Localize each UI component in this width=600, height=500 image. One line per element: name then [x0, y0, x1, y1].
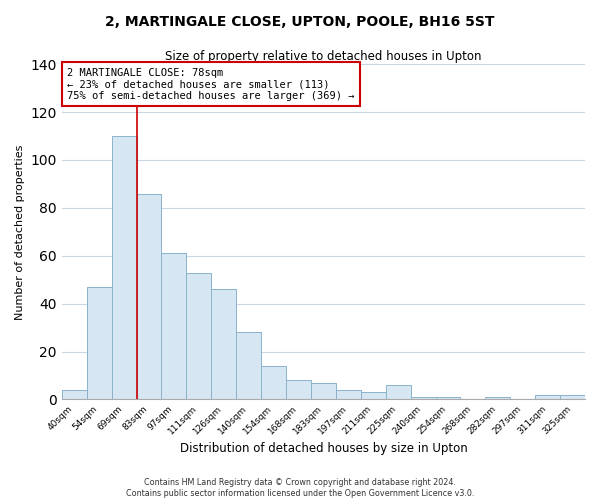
- Bar: [211, 290, 236, 400]
- Bar: [560, 394, 585, 400]
- Bar: [261, 366, 286, 400]
- Title: Size of property relative to detached houses in Upton: Size of property relative to detached ho…: [165, 50, 482, 63]
- Bar: [311, 382, 336, 400]
- Bar: [161, 254, 187, 400]
- Bar: [112, 136, 137, 400]
- Bar: [485, 397, 510, 400]
- Bar: [361, 392, 386, 400]
- Bar: [187, 272, 211, 400]
- Text: 2 MARTINGALE CLOSE: 78sqm
← 23% of detached houses are smaller (113)
75% of semi: 2 MARTINGALE CLOSE: 78sqm ← 23% of detac…: [67, 68, 355, 100]
- Bar: [87, 287, 112, 400]
- Bar: [236, 332, 261, 400]
- Text: 2, MARTINGALE CLOSE, UPTON, POOLE, BH16 5ST: 2, MARTINGALE CLOSE, UPTON, POOLE, BH16 …: [105, 15, 495, 29]
- Bar: [436, 397, 460, 400]
- Bar: [535, 394, 560, 400]
- Bar: [137, 194, 161, 400]
- Bar: [410, 397, 436, 400]
- X-axis label: Distribution of detached houses by size in Upton: Distribution of detached houses by size …: [179, 442, 467, 455]
- Bar: [386, 385, 410, 400]
- Y-axis label: Number of detached properties: Number of detached properties: [15, 144, 25, 320]
- Bar: [286, 380, 311, 400]
- Bar: [336, 390, 361, 400]
- Bar: [62, 390, 87, 400]
- Text: Contains HM Land Registry data © Crown copyright and database right 2024.
Contai: Contains HM Land Registry data © Crown c…: [126, 478, 474, 498]
